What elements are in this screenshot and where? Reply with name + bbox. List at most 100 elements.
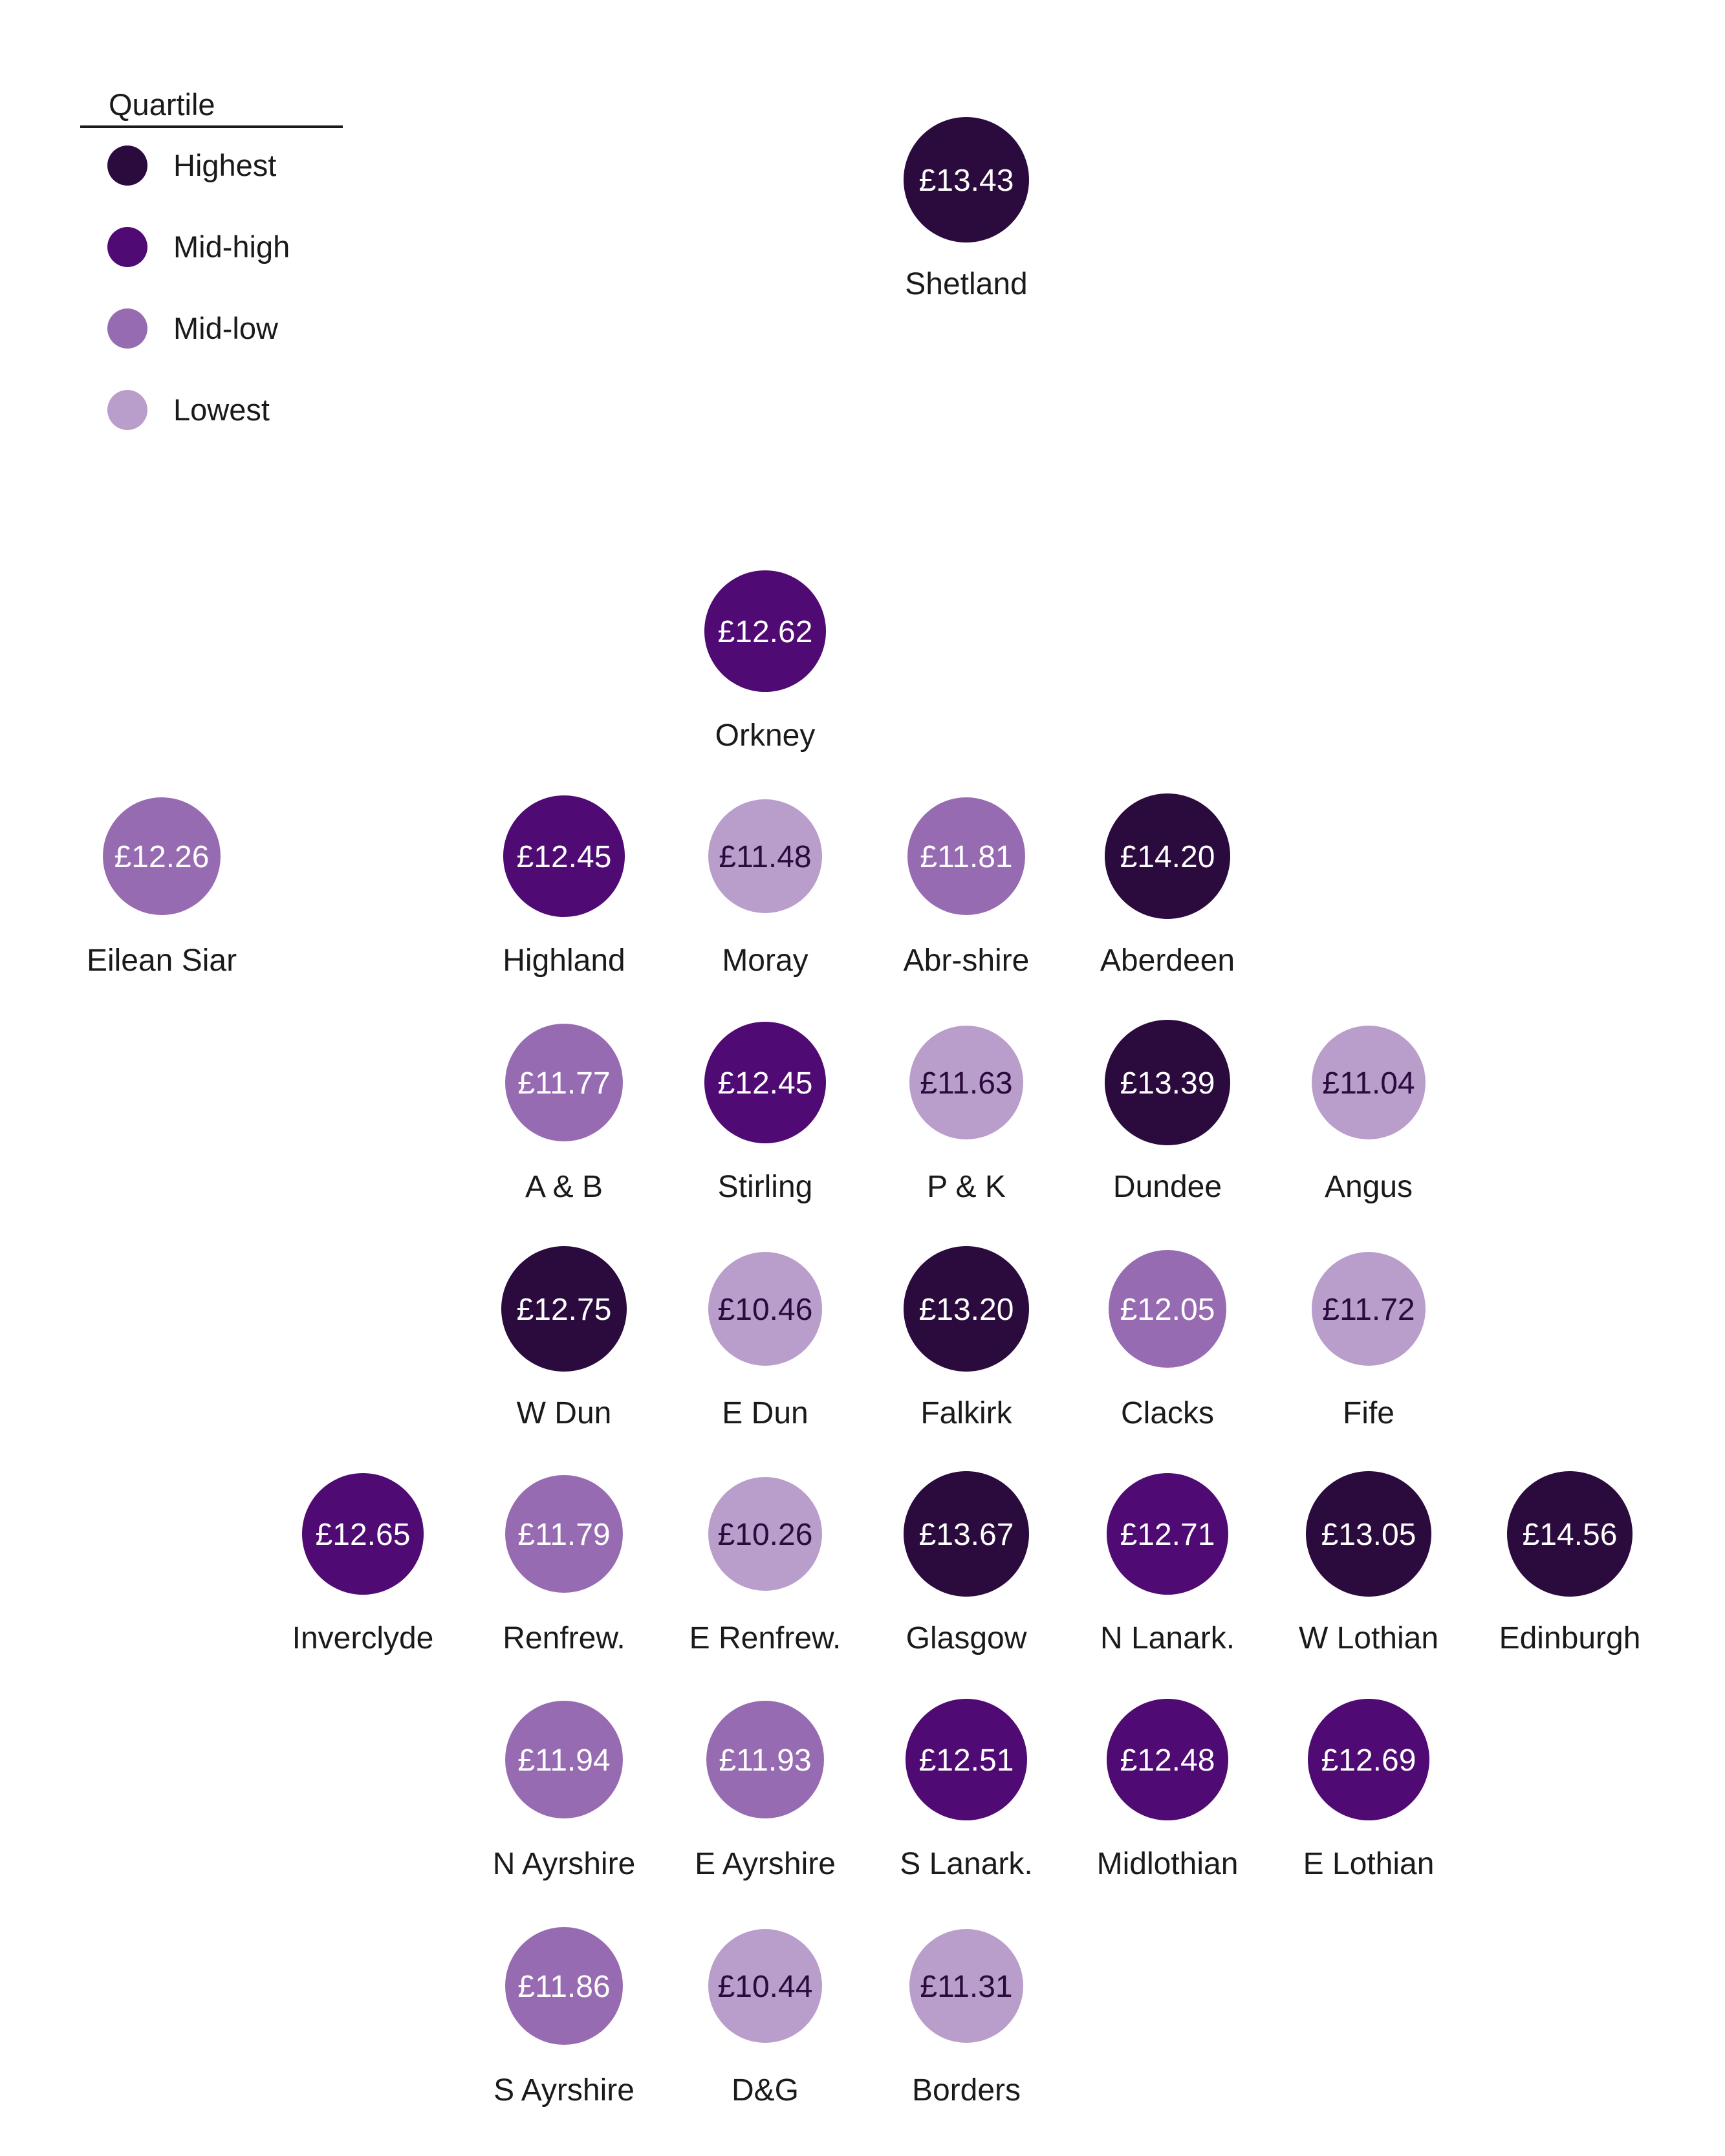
legend-item-midhigh: Mid-high (107, 227, 290, 267)
tile-name: Renfrew. (503, 1621, 625, 1655)
tile-name: Highland (503, 943, 625, 978)
tile-circle (1105, 1020, 1230, 1145)
tile-moray: £11.48 Moray (708, 799, 822, 978)
tile-circle (904, 1471, 1029, 1597)
legend-swatch (107, 227, 147, 267)
tile-circle (704, 570, 826, 692)
tile-value: £11.77 (517, 1066, 610, 1101)
tile-circle (103, 797, 221, 915)
tile-stirling: £12.45 Stirling (704, 1022, 826, 1204)
tile-eilean-siar: £12.26 Eilean Siar (87, 797, 237, 978)
tile-glasgow: £13.67 Glasgow (904, 1471, 1029, 1655)
tile-name: Eilean Siar (87, 943, 237, 978)
tile-value: £12.65 (316, 1518, 411, 1552)
tile-highland: £12.45 Highland (503, 795, 625, 978)
tile-value: £12.48 (1120, 1743, 1215, 1778)
tile-circle (704, 1022, 826, 1143)
tile-n-ayrshire: £11.94 N Ayrshire (493, 1701, 636, 1881)
legend-label: Highest (173, 148, 276, 182)
tile-circle (302, 1473, 424, 1595)
tile-name: Dundee (1113, 1170, 1222, 1204)
tile-circle (708, 1477, 822, 1591)
tile-value: £12.75 (517, 1293, 612, 1327)
tile-value: £14.56 (1523, 1518, 1618, 1552)
tile-value: £13.39 (1120, 1066, 1215, 1101)
tile-value: £12.71 (1120, 1518, 1215, 1552)
tile-e-renfrew: £10.26 E Renfrew. (689, 1477, 841, 1655)
tile-value: £11.94 (517, 1743, 610, 1778)
legend-item-highest: Highest (107, 146, 276, 186)
tile-name: N Ayrshire (493, 1847, 636, 1881)
tile-value: £11.48 (719, 840, 811, 874)
tile-circle (909, 1929, 1023, 2043)
tile-value: £13.43 (919, 164, 1014, 198)
tile-name: E Renfrew. (689, 1621, 841, 1655)
tile-name: Fife (1343, 1396, 1394, 1430)
tile-d-g: £10.44 D&G (708, 1929, 822, 2107)
tile-s-lanark: £12.51 S Lanark. (900, 1699, 1033, 1881)
tile-abr-shire: £11.81 Abr-shire (904, 797, 1029, 978)
tile-circle (907, 797, 1025, 915)
tile-midlothian: £12.48 Midlothian (1097, 1699, 1239, 1881)
tile-value: £11.93 (719, 1743, 811, 1778)
tile-name: S Ayrshire (494, 2073, 635, 2107)
legend-swatch (107, 146, 147, 186)
tile-circle (505, 1475, 623, 1593)
tile-name: E Ayrshire (695, 1847, 836, 1881)
tile-name: N Lanark. (1100, 1621, 1235, 1655)
tile-name: E Lothian (1303, 1847, 1435, 1881)
legend: Quartile Highest Mid-high Mid-low Lowest (80, 87, 343, 430)
tile-name: Midlothian (1097, 1847, 1239, 1881)
tile-angus: £11.04 Angus (1312, 1026, 1426, 1204)
tile-circle (1306, 1471, 1431, 1597)
tile-aberdeen: £14.20 Aberdeen (1100, 793, 1235, 978)
tile-circle (909, 1026, 1023, 1139)
tile-n-lanark: £12.71 N Lanark. (1100, 1473, 1235, 1655)
legend-item-lowest: Lowest (107, 390, 270, 430)
tile-name: D&G (732, 2073, 799, 2107)
tile-dundee: £13.39 Dundee (1105, 1020, 1230, 1204)
tile-value: £13.20 (919, 1293, 1014, 1327)
tile-shetland: £13.43 Shetland (904, 117, 1029, 301)
tile-value: £11.63 (920, 1066, 1012, 1101)
tile-value: £11.79 (517, 1518, 610, 1552)
tile-a-b: £11.77 A & B (505, 1024, 623, 1204)
tile-circle (1312, 1026, 1426, 1139)
legend-title: Quartile (109, 87, 215, 122)
tile-value: £11.31 (920, 1970, 1012, 2004)
tile-circle (1105, 793, 1230, 919)
tile-name: E Dun (722, 1396, 808, 1430)
tile-name: W Lothian (1299, 1621, 1438, 1655)
tile-value: £13.67 (919, 1518, 1014, 1552)
legend-item-midlow: Mid-low (107, 308, 279, 349)
tile-circle (505, 1024, 623, 1141)
tile-fife: £11.72 Fife (1312, 1252, 1426, 1430)
tile-renfrew: £11.79 Renfrew. (503, 1475, 625, 1655)
tile-name: Falkirk (920, 1396, 1012, 1430)
tile-name: Moray (722, 943, 808, 978)
tile-name: P & K (927, 1170, 1006, 1204)
tile-name: Edinburgh (1499, 1621, 1641, 1655)
tile-orkney: £12.62 Orkney (704, 570, 826, 753)
tile-name: W Dun (517, 1396, 612, 1430)
tile-value: £10.46 (718, 1293, 813, 1327)
tile-value: £11.81 (920, 840, 1012, 874)
tile-name: Orkney (715, 718, 816, 753)
tile-value: £12.69 (1321, 1743, 1416, 1778)
tile-circle (706, 1701, 824, 1818)
tile-value: £12.45 (517, 840, 612, 874)
tile-name: Glasgow (906, 1621, 1027, 1655)
tile-circle (1107, 1473, 1228, 1595)
tile-value: £12.45 (718, 1066, 813, 1101)
tile-e-lothian: £12.69 E Lothian (1303, 1699, 1435, 1881)
tile-value: £13.05 (1321, 1518, 1416, 1552)
tile-name: Shetland (905, 267, 1028, 301)
tile-name: Clacks (1121, 1396, 1214, 1430)
tile-name: Aberdeen (1100, 943, 1235, 978)
tile-circle (1107, 1699, 1228, 1820)
legend-swatch (107, 308, 147, 349)
legend-swatch (107, 390, 147, 430)
legend-label: Lowest (173, 393, 270, 427)
tile-inverclyde: £12.65 Inverclyde (292, 1473, 433, 1655)
